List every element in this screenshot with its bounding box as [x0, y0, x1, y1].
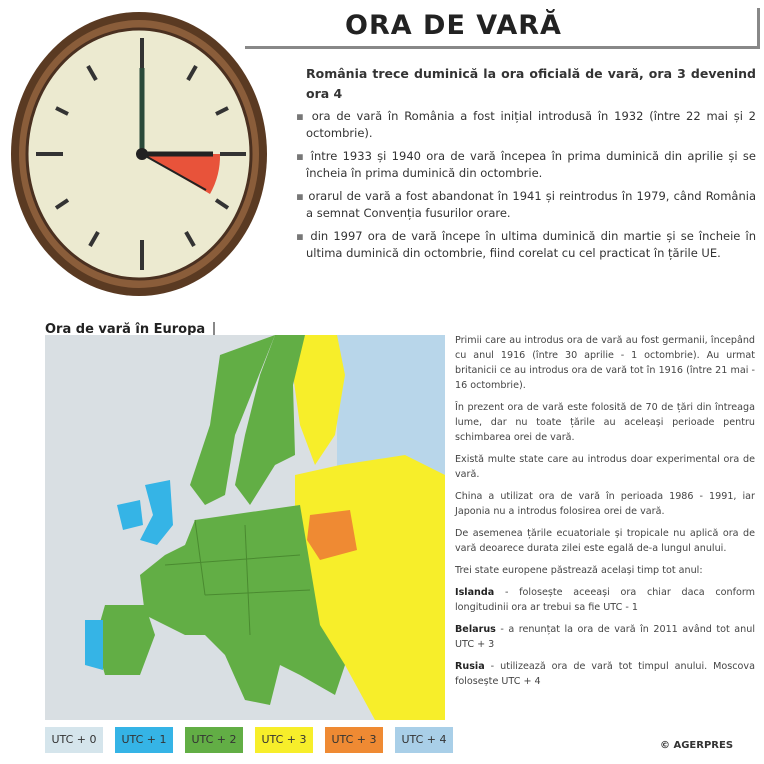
state-text: - utilizează ora de vară tot timpul anul… [455, 661, 755, 687]
state-belarus: Belarus - a renunțat la ora de vară în 2… [455, 622, 755, 652]
sweden [235, 335, 305, 505]
title-bar: ORA DE VARĂ [245, 8, 760, 49]
fact-paragraph: Există multe state care au introdus doar… [455, 454, 755, 480]
copyright: © AGERPRES [660, 740, 734, 751]
state-name: Rusia [455, 661, 485, 672]
map-title: Ora de vară în Europa [45, 322, 216, 337]
legend-utc3-orange: UTC + 3 [325, 727, 383, 753]
state-name: Islanda [455, 587, 495, 598]
lead-text: România trece duminică la ora oficială d… [306, 66, 756, 101]
fact-paragraph: De asemenea țările ecuatoriale și tropic… [455, 528, 755, 554]
ireland [117, 500, 143, 530]
legend-utc1: UTC + 1 [115, 727, 173, 753]
spain [95, 605, 155, 675]
fact-paragraph: Trei state europene păstrează același ti… [455, 565, 703, 576]
facts-section: Primii care au introdus ora de vară au f… [455, 333, 755, 696]
europe-timezone-map [45, 335, 445, 720]
page-title: ORA DE VARĂ [345, 10, 562, 41]
bullet-item: ora de vară în România a fost inițial in… [296, 108, 756, 142]
map-legend: UTC + 0 UTC + 1 UTC + 2 UTC + 3 UTC + 3 … [45, 727, 453, 753]
intro-section: România trece duminică la ora oficială d… [306, 64, 756, 268]
great-britain [140, 480, 173, 545]
fact-paragraph: Primii care au introdus ora de vară au f… [455, 335, 755, 391]
belarus [307, 510, 357, 560]
state-name: Belarus [455, 624, 496, 635]
finland [293, 335, 345, 465]
portugal [85, 620, 103, 670]
legend-utc2: UTC + 2 [185, 727, 243, 753]
state-text: - folosește aceeași ora chiar daca confo… [455, 587, 755, 613]
bullet-item: orarul de vară a fost abandonat în 1941 … [296, 188, 756, 222]
legend-utc3-yellow: UTC + 3 [255, 727, 313, 753]
fact-paragraph: În prezent ora de vară este folosită de … [455, 402, 755, 443]
wall-clock-icon [11, 12, 267, 296]
legend-utc4: UTC + 4 [395, 727, 453, 753]
state-islanda: Islanda - folosește aceeași ora chiar da… [455, 585, 755, 615]
legend-utc0: UTC + 0 [45, 727, 103, 753]
fact-paragraph: China a utilizat ora de vară în perioada… [455, 491, 755, 517]
state-text: - a renunțat la ora de vară în 2011 avân… [455, 624, 755, 650]
bullet-item: din 1997 ora de vară începe în ultima du… [296, 228, 756, 262]
norway [190, 335, 275, 505]
state-rusia: Rusia - utilizează ora de vară tot timpu… [455, 659, 755, 689]
bullet-item: între 1933 și 1940 ora de vară începea î… [296, 148, 756, 182]
